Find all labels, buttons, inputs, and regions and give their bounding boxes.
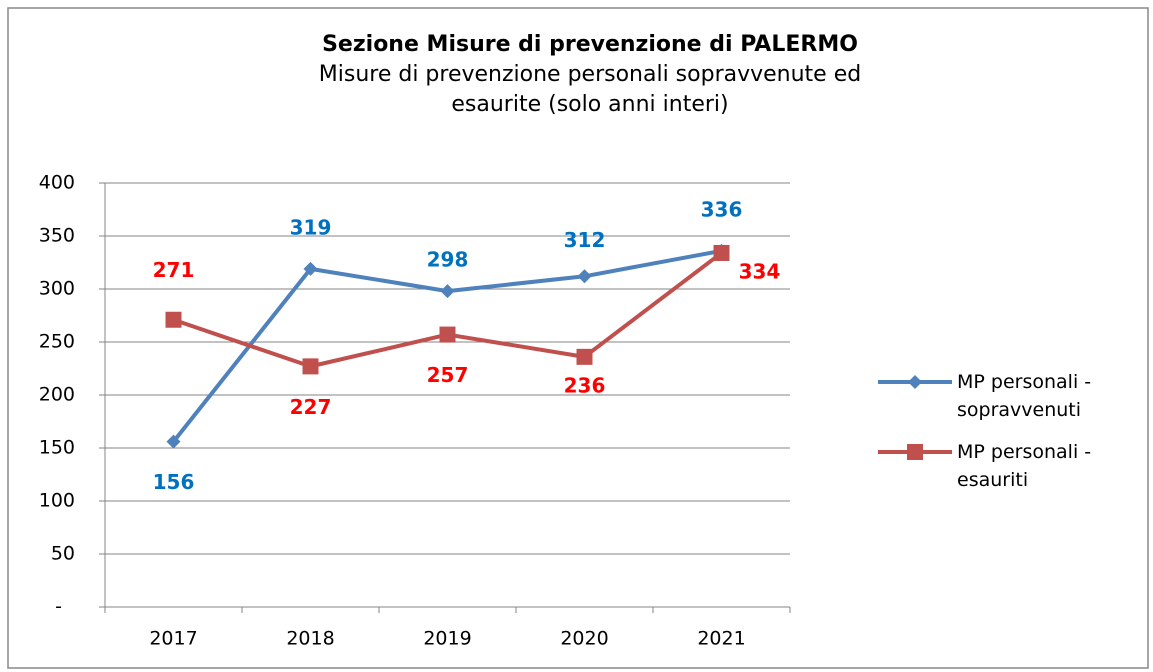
legend-label: MP personali - esauriti xyxy=(957,441,1092,491)
data-label: 236 xyxy=(564,373,606,397)
x-tick-label: 2017 xyxy=(149,628,197,650)
marker xyxy=(439,326,456,343)
data-label: 271 xyxy=(153,258,195,282)
marker xyxy=(165,311,182,328)
legend-label: MP personali - sopravvenuti xyxy=(957,371,1092,421)
x-tick-label: 2021 xyxy=(697,628,745,650)
marker xyxy=(907,444,923,460)
marker xyxy=(908,375,922,389)
marker xyxy=(440,284,455,299)
marker xyxy=(166,434,181,449)
marker xyxy=(577,269,592,284)
data-label: 227 xyxy=(290,395,332,419)
data-label: 257 xyxy=(427,363,469,387)
data-label: 298 xyxy=(427,248,469,272)
y-tick-label: 100 xyxy=(39,490,75,512)
marker xyxy=(302,358,319,375)
data-label: 312 xyxy=(564,228,606,252)
chart-title: Sezione Misure di prevenzione di PALERMO xyxy=(322,32,858,57)
x-tick-label: 2020 xyxy=(560,628,608,650)
y-tick-label: 50 xyxy=(51,543,75,565)
titles: Sezione Misure di prevenzione di PALERMO… xyxy=(300,30,880,120)
marker xyxy=(303,261,318,276)
marker xyxy=(713,244,730,261)
chart-subtitle: Misure di prevenzione personali sopravve… xyxy=(318,62,862,117)
x-tick-label: 2019 xyxy=(423,628,471,650)
x-tick-label: 2018 xyxy=(286,628,334,650)
y-tick-label: 300 xyxy=(39,278,75,300)
y-tick-label: 350 xyxy=(39,225,75,247)
data-label: 336 xyxy=(701,197,743,221)
chart-border xyxy=(7,7,1149,669)
data-label: 334 xyxy=(739,259,781,283)
data-label: 156 xyxy=(153,470,195,494)
y-tick-label: 200 xyxy=(39,384,75,406)
y-tick-label: 150 xyxy=(39,437,75,459)
y-tick-label: 250 xyxy=(39,331,75,353)
y-tick-label: 400 xyxy=(39,172,75,194)
data-label: 319 xyxy=(290,215,332,239)
y-tick-label: - xyxy=(55,596,62,618)
marker xyxy=(576,348,593,365)
